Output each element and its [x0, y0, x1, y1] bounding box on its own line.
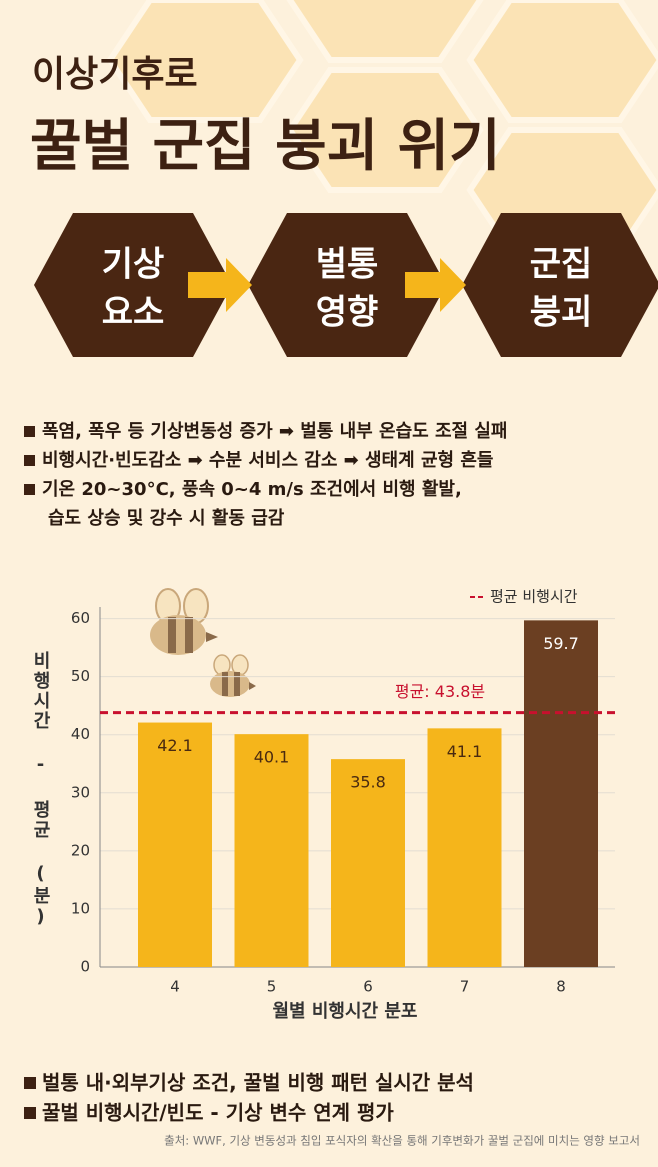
bullet-marker [24, 455, 35, 466]
legend-text: 평균 비행시간 [490, 588, 578, 606]
flow-node-label: 붕괴 [530, 293, 593, 333]
average-label: 평균: 43.8분 [395, 682, 485, 701]
y-axis-label: 비행시간 - 평균 (분) [30, 651, 51, 929]
y-tick-label: 0 [80, 958, 90, 976]
x-tick-label: 7 [460, 978, 470, 996]
bullet-marker [24, 1077, 36, 1089]
footer-bullet: 벌통 내·외부기상 조건, 꿀벌 비행 패턴 실시간 분석 [42, 1071, 474, 1095]
x-tick-label: 8 [556, 978, 566, 996]
y-tick-label: 20 [71, 841, 90, 859]
bullet-marker [24, 1107, 36, 1119]
footer-bullet: 꿀벌 비행시간/빈도 - 기상 변수 연계 평가 [42, 1101, 394, 1125]
y-tick-label: 50 [71, 667, 90, 685]
value-label: 41.1 [447, 742, 483, 761]
x-axis-label: 월별 비행시간 분포 [272, 1001, 417, 1022]
x-tick-label: 6 [363, 978, 373, 996]
bullet-text: 비행시간·빈도감소 ➡ 수분 서비스 감소 ➡ 생태계 균형 흔들 [42, 449, 493, 471]
bullet-text: 기온 20~30°C, 풍속 0~4 m/s 조건에서 비행 활발, [42, 479, 462, 500]
y-tick-label: 30 [71, 783, 90, 801]
x-tick-label: 5 [267, 978, 277, 996]
value-label: 40.1 [254, 748, 290, 767]
value-label: 42.1 [157, 736, 193, 755]
flow-node-label: 기상 [102, 245, 165, 285]
x-tick-label: 4 [170, 978, 180, 996]
bullet-marker [24, 484, 35, 495]
y-tick-label: 10 [71, 899, 90, 917]
subtitle: 이상기후로 [32, 54, 198, 95]
bar [524, 620, 598, 967]
value-label: 35.8 [350, 773, 386, 792]
value-label: 59.7 [543, 634, 579, 653]
flow-node-label: 요소 [102, 293, 165, 333]
flow-node-label: 벌통 [316, 245, 379, 285]
flow-node-label: 영향 [316, 293, 379, 333]
bullet-text: 습도 상승 및 강수 시 활동 급감 [48, 508, 285, 529]
y-tick-label: 60 [71, 609, 90, 627]
bar [427, 728, 502, 967]
title: 꿀벌 군집 붕괴 위기 [30, 114, 501, 179]
bar [138, 722, 212, 967]
flow-node-label: 군집 [530, 245, 593, 285]
bar [234, 734, 309, 967]
bar [331, 759, 405, 967]
y-tick-label: 40 [71, 725, 90, 743]
bees [150, 588, 256, 697]
bullet-text: 폭염, 폭우 등 기상변동성 증가 ➡ 벌통 내부 온습도 조절 실패 [42, 421, 507, 442]
source: 출처: WWF, 기상 변동성과 침입 포식자의 확산을 통해 기후변화가 꿀벌… [164, 1134, 640, 1148]
flow-shapes [34, 213, 658, 357]
bullet-marker [24, 426, 35, 437]
